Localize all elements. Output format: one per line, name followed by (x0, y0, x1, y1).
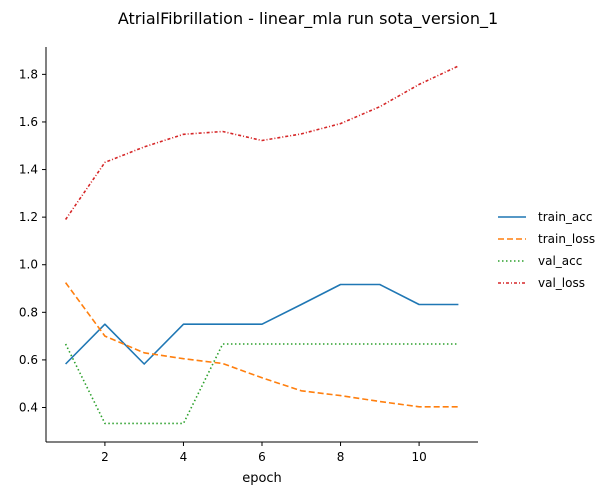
y-tick-label: 0.6 (19, 353, 38, 367)
legend-label-val-loss: val_loss (538, 276, 585, 290)
y-tick-label: 1.0 (19, 258, 38, 272)
x-tick-label: 2 (101, 450, 109, 464)
y-tick-label: 1.6 (19, 115, 38, 129)
x-tick-label: 10 (411, 450, 426, 464)
y-tick-label: 1.8 (19, 67, 38, 81)
y-tick-label: 1.4 (19, 163, 38, 177)
x-tick-label: 8 (337, 450, 345, 464)
y-tick-label: 0.4 (19, 400, 38, 414)
series-line-val-loss (64, 65, 459, 220)
legend-label-train-loss: train_loss (538, 232, 595, 246)
axes: 2 4 6 8 10 0.4 0.6 0.8 1.0 1.2 1.4 1.6 1.8 (19, 47, 478, 464)
series-line-train-acc (65, 283, 459, 365)
y-tick-label: 0.8 (19, 305, 38, 319)
y-tick-label: 1.2 (19, 210, 38, 224)
x-axis-label: epoch (242, 471, 282, 486)
x-tick-label: 6 (258, 450, 266, 464)
x-tick-label: 4 (180, 450, 188, 464)
series-line-val-acc (64, 343, 459, 425)
legend-label-val-acc: val_acc (538, 254, 582, 268)
legend-label-train-acc: train_acc (538, 210, 592, 224)
legend: train_acc train_loss val_acc val_loss (498, 210, 595, 290)
series-lines (64, 65, 459, 425)
series-line-train-loss (64, 282, 459, 408)
chart-title: AtrialFibrillation - linear_mla run sota… (118, 9, 498, 29)
